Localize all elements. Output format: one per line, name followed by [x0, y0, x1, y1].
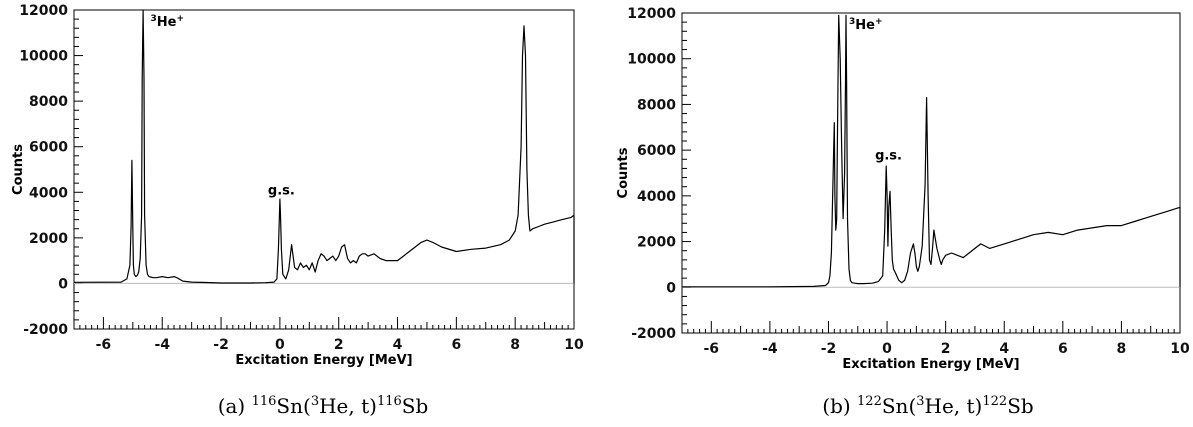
y-axis-title: Counts	[11, 144, 26, 195]
x-tick-label: -6	[96, 337, 112, 353]
y-tick-label: -2000	[631, 326, 676, 342]
peak-label-he3: 3He+	[150, 14, 184, 30]
plot-frame	[73, 9, 575, 330]
y-tick-label: 10000	[19, 49, 68, 65]
peak-label-gs: g.s.	[875, 148, 902, 163]
y-tick-label: 2000	[29, 231, 68, 247]
y-tick-label: -2000	[23, 322, 68, 338]
peak-label-he3: 3He+	[849, 17, 883, 33]
panel-a: -2000 0 2000 4000 6000 8000 10000 12000 -6 -4 -2 0 2…	[11, 3, 584, 418]
x-tick-label: -4	[154, 337, 170, 353]
x-tick-label: 6	[1058, 341, 1068, 357]
panel-caption: (a) 116Sn(3He, t)116Sb	[218, 394, 429, 418]
y-tick-label: 8000	[29, 94, 68, 110]
panel-caption: (b) 122Sn(3He, t)122Sb	[822, 394, 1033, 418]
x-tick-label: 4	[999, 341, 1009, 357]
y-tick-label: 12000	[627, 6, 676, 22]
spectrum-line	[73, 9, 575, 284]
y-tick-label: 4000	[29, 185, 68, 201]
y-tick-label: 0	[58, 276, 68, 292]
x-axis-title: Excitation Energy [MeV]	[842, 357, 1019, 372]
x-tick-label: -2	[821, 341, 837, 357]
y-tick-label: 2000	[637, 235, 676, 251]
x-tick-label: 10	[1170, 341, 1190, 357]
x-axis-title: Excitation Energy [MeV]	[235, 353, 412, 368]
plot-frame	[681, 12, 1181, 334]
x-tick-label: 6	[451, 337, 461, 353]
x-tick-label: -2	[213, 337, 229, 353]
y-axis-title: Counts	[616, 147, 631, 198]
x-tick-label: 4	[393, 337, 403, 353]
x-tick-label: 0	[275, 337, 285, 353]
x-tick-label: 8	[1117, 341, 1127, 357]
x-tick-label: 2	[334, 337, 344, 353]
y-tick-label: 12000	[19, 3, 68, 19]
y-tick-label: 6000	[29, 140, 68, 156]
x-tick-label: -4	[762, 341, 778, 357]
peak-label-gs: g.s.	[268, 184, 295, 199]
x-tick-label: -6	[704, 341, 720, 357]
panel-b: -2000 0 2000 4000 6000 8000 10000 12000 -6 -4 -2 0 2…	[616, 6, 1190, 418]
y-tick-label: 0	[666, 280, 676, 296]
y-tick-label: 6000	[637, 143, 676, 159]
x-tick-label: 10	[564, 337, 584, 353]
spectrum-line	[682, 14, 1181, 288]
x-tick-label: 8	[510, 337, 520, 353]
y-tick-label: 4000	[637, 189, 676, 205]
x-tick-label: 0	[882, 341, 892, 357]
y-tick-label: 10000	[627, 52, 676, 68]
y-tick-label: 8000	[637, 97, 676, 113]
x-tick-label: 2	[941, 341, 951, 357]
